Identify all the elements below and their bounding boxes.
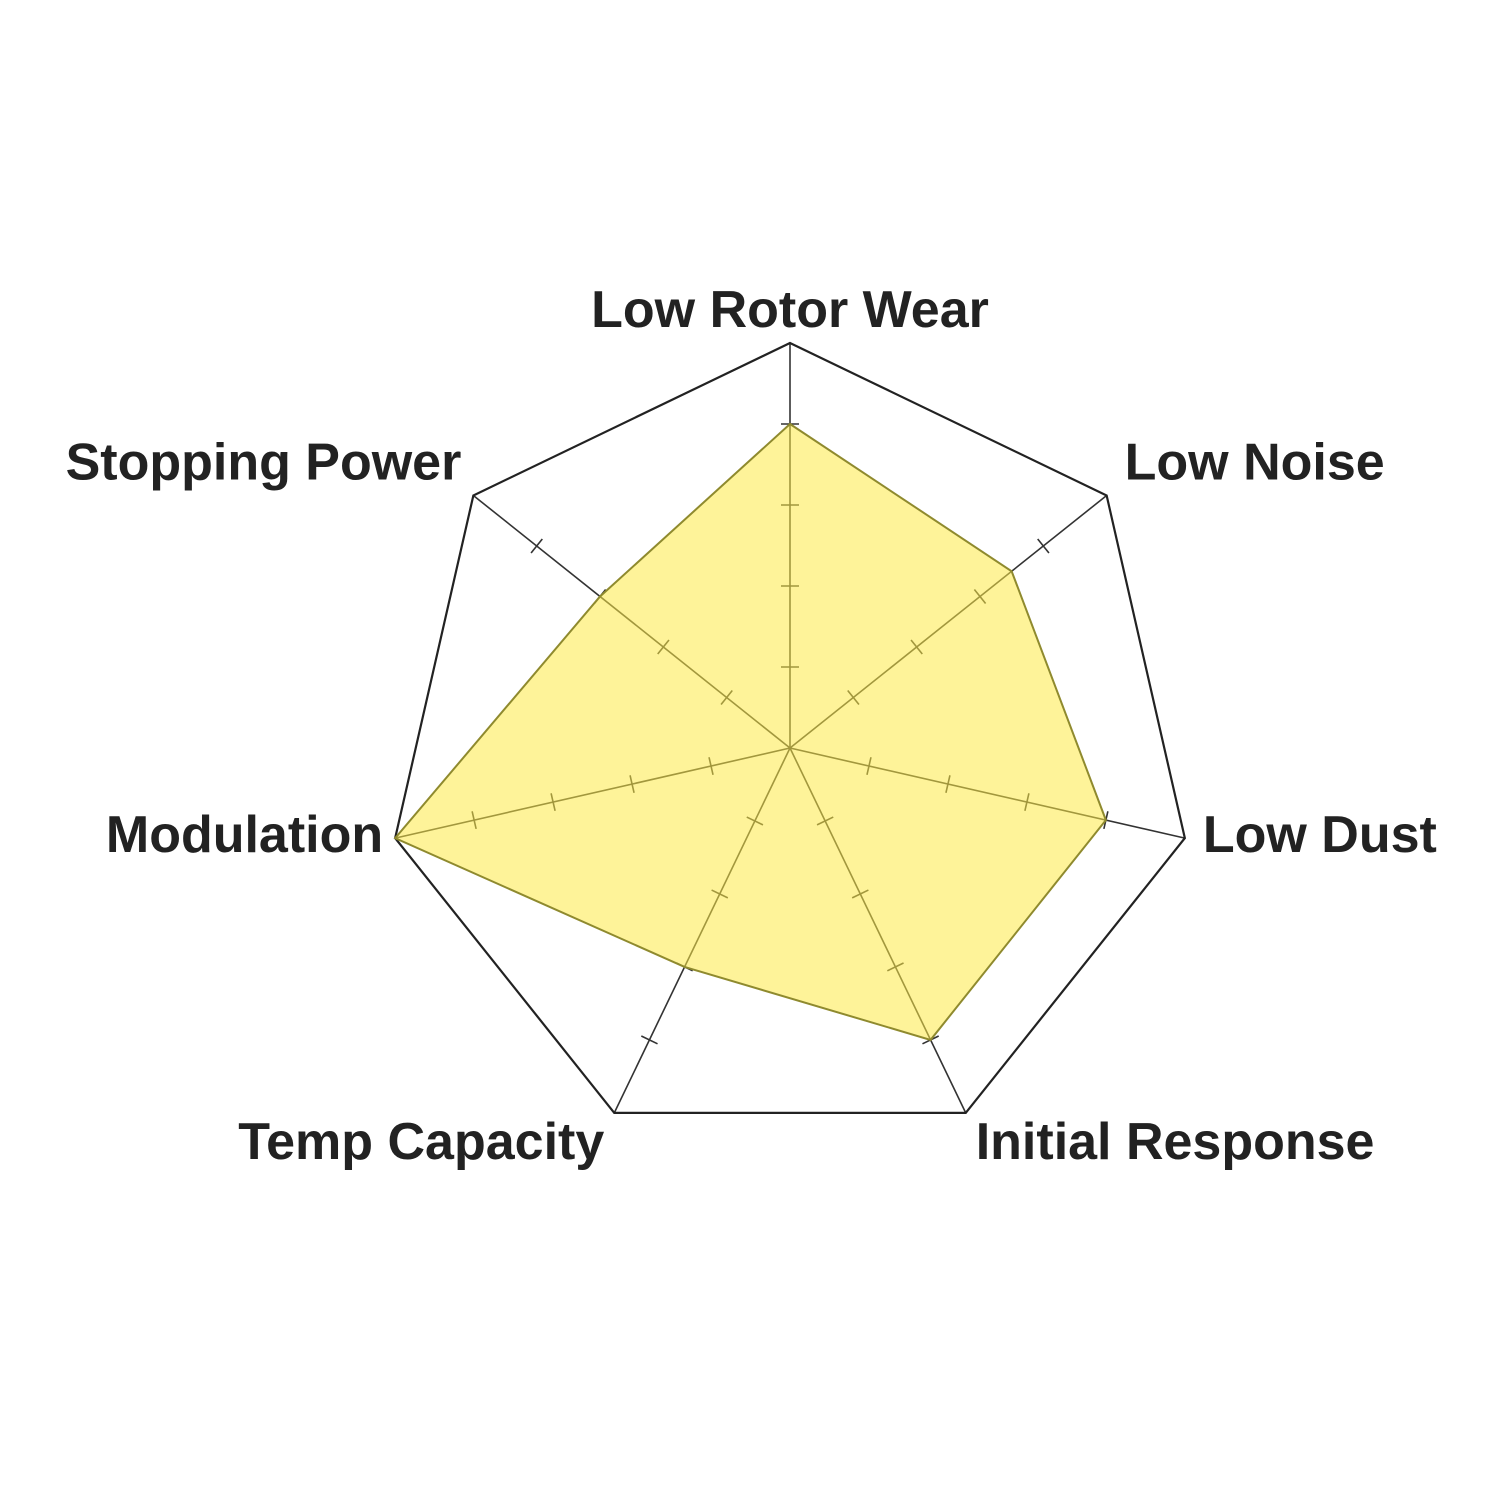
svg-text:Low Rotor Wear: Low Rotor Wear [591,281,989,339]
svg-text:Modulation: Modulation [106,806,383,864]
svg-text:Temp Capacity: Temp Capacity [238,1113,604,1171]
svg-text:Stopping Power: Stopping Power [66,433,462,491]
svg-text:Initial Response: Initial Response [976,1113,1375,1171]
svg-text:Low Noise: Low Noise [1125,433,1385,491]
svg-text:Low Dust: Low Dust [1203,806,1437,864]
